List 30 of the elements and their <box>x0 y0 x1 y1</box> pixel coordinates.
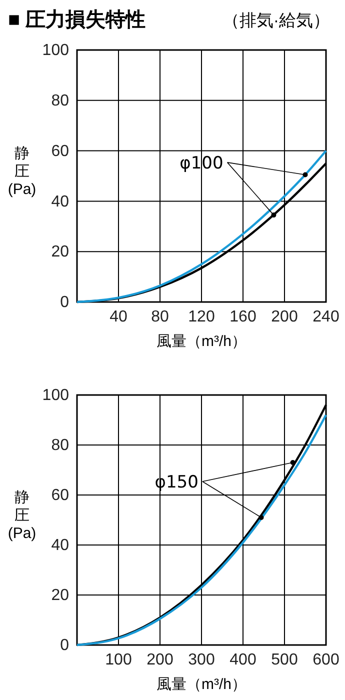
chart-title: ■ 圧力損失特性 <box>8 9 146 31</box>
x-tick-label: 240 <box>312 308 340 326</box>
y-tick-label: 20 <box>51 244 70 261</box>
y-tick-label: 80 <box>51 92 70 110</box>
x-tick-label: 80 <box>151 308 169 326</box>
y-tick-label: 100 <box>42 42 70 60</box>
x-axis-title: 風量（m³/h） <box>156 676 246 693</box>
x-tick-label: 300 <box>188 651 215 668</box>
x-tick-label: 160 <box>230 308 256 326</box>
x-tick-label: 500 <box>271 651 298 668</box>
y-tick-label: 80 <box>51 437 70 454</box>
x-tick-label: 100 <box>105 651 132 668</box>
x-tick-label: 200 <box>146 651 174 668</box>
y-tick-label: 60 <box>51 142 70 160</box>
y-axis-title: 静圧(Pa) <box>8 489 36 542</box>
y-tick-label: 20 <box>51 587 70 604</box>
y-axis-title: 静圧(Pa) <box>8 145 36 198</box>
x-axis-title: 風量（m³/h） <box>156 333 246 350</box>
y-tick-label: 40 <box>51 193 70 210</box>
y-tick-label: 0 <box>60 637 70 654</box>
y-tick-label: 60 <box>51 487 70 504</box>
x-tick-label: 200 <box>271 308 298 326</box>
y-tick-label: 100 <box>42 387 70 404</box>
x-tick-label: 120 <box>188 308 215 326</box>
y-tick-label: 40 <box>51 537 70 554</box>
x-tick-label: 400 <box>230 651 256 668</box>
x-tick-label: 600 <box>312 651 340 668</box>
chart-subtitle: （排気·給気） <box>222 11 330 30</box>
y-tick-label: 0 <box>60 294 70 312</box>
x-tick-label: 40 <box>110 308 128 326</box>
